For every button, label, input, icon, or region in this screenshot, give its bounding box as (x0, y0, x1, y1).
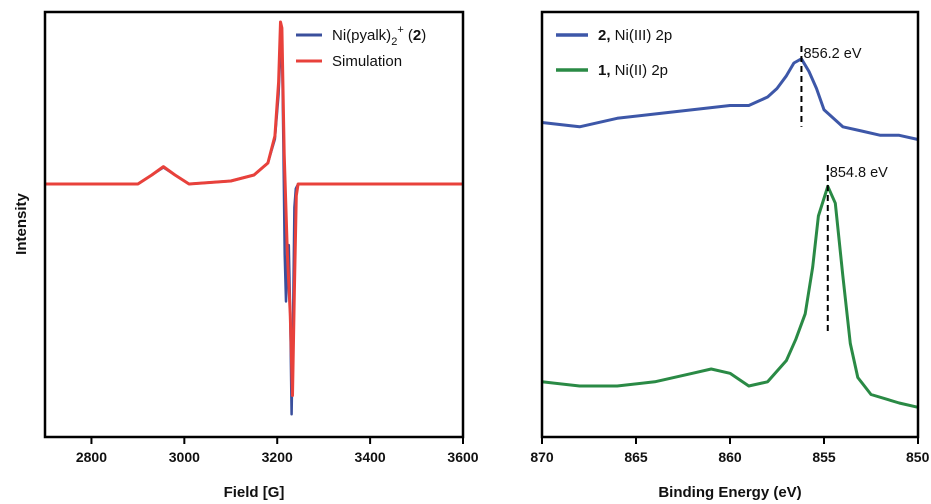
xps-x-axis-label: Binding Energy (eV) (658, 484, 801, 501)
epr-y-axis-label: Intensity (13, 193, 30, 255)
xps-annotations: 856.2 eV 854.8 eV (800, 46, 888, 335)
epr-plot-area (45, 20, 463, 416)
x-tick-label-3000: 3000 (169, 449, 200, 465)
legend-label-epr-data: Ni(pyalk)2+ (2) (332, 24, 426, 48)
peak-label-854-8-ev: 854.8 eV (830, 165, 888, 181)
x-tick-label-2800: 2800 (76, 449, 107, 465)
x-tick-label-3200: 3200 (262, 449, 293, 465)
epr-x-axis-label: Field [G] (224, 484, 285, 501)
legend-label-simulation: Simulation (332, 53, 402, 70)
x-tick-label-860: 860 (718, 449, 742, 465)
series-line-ni-pyalk-2-2 (45, 38, 463, 416)
series-line-simulation (45, 20, 463, 397)
x-tick-label-3600: 3600 (447, 449, 478, 465)
xps-plot-area (541, 57, 919, 409)
x-tick-label-865: 865 (624, 449, 648, 465)
x-tick-label-3400: 3400 (355, 449, 386, 465)
x-tick-label-855: 855 (812, 449, 836, 465)
xps-panel: 870 865 860 855 850 Binding Energy (eV) 2, N… (530, 10, 930, 501)
peak-label-856-2-ev: 856.2 eV (803, 46, 861, 62)
epr-x-ticks: 2800 3000 3200 3400 3600 (76, 437, 479, 465)
epr-legend: Ni(pyalk)2+ (2) Simulation (296, 24, 426, 70)
series-line-2-ni-iii-2p (541, 57, 919, 141)
x-tick-label-870: 870 (530, 449, 554, 465)
legend-label-ni3: 2, Ni(III) 2p (598, 27, 672, 44)
series-line-1-ni-ii-2p (541, 184, 919, 409)
legend-label-ni2: 1, Ni(II) 2p (598, 62, 668, 79)
epr-panel: 2800 3000 3200 3400 3600 Field [G] Intensity… (13, 10, 479, 501)
epr-axes-frame (43, 10, 465, 439)
xps-legend: 2, Ni(III) 2p 1, Ni(II) 2p (556, 27, 672, 79)
x-tick-label-850: 850 (906, 449, 930, 465)
xps-x-ticks: 870 865 860 855 850 (530, 437, 930, 465)
